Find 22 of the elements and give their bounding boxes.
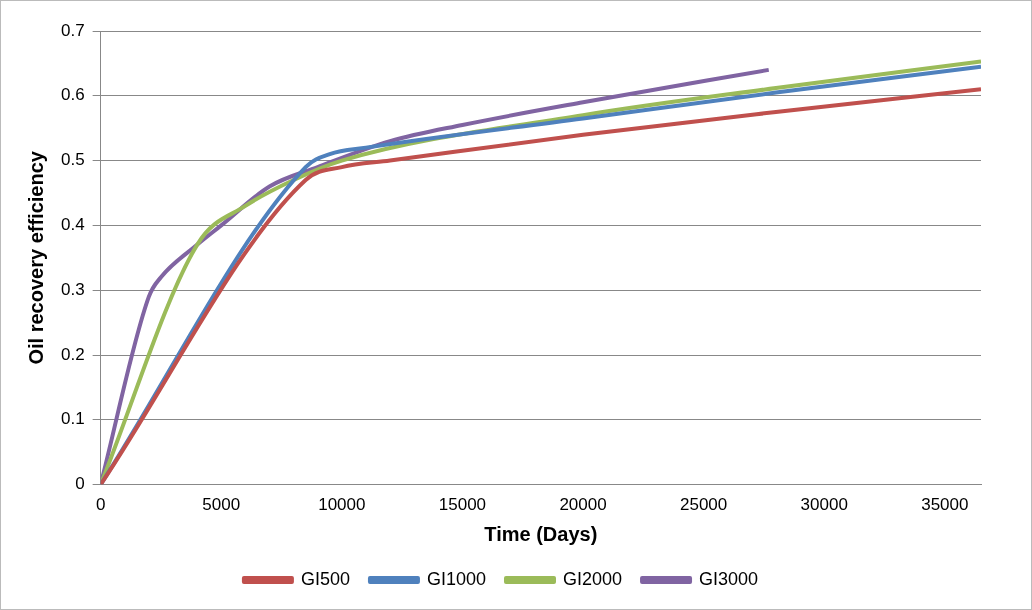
y-tick-label: 0.3 (60, 279, 85, 299)
legend-label: GI500 (300, 568, 350, 589)
y-tick-label: 0.7 (60, 20, 85, 40)
y-tick-label: 0.1 (60, 409, 85, 429)
y-tick-label: 0.5 (60, 150, 85, 170)
x-axis-title: Time (Days) (484, 522, 598, 545)
legend-label: GI2000 (562, 568, 623, 589)
x-tick-label: 30000 (800, 495, 848, 515)
x-tick-label: 20000 (559, 495, 607, 515)
y-tick-label: 0.4 (60, 215, 85, 235)
x-tick-label: 5000 (202, 495, 241, 515)
x-tick-label: 0 (95, 495, 106, 515)
x-tick-label: 10000 (318, 495, 366, 515)
y-tick-label: 0.6 (60, 85, 85, 105)
y-tick-label: 0.2 (60, 344, 85, 364)
x-tick-label: 35000 (921, 495, 969, 515)
legend-label: GI1000 (426, 568, 486, 589)
y-tick-label: 0 (75, 474, 85, 494)
x-tick-label: 25000 (679, 495, 728, 515)
legend-label: GI3000 (699, 568, 759, 589)
y-axis-title: Oil recovery efficiency (24, 150, 47, 365)
x-tick-label: 15000 (438, 495, 487, 515)
